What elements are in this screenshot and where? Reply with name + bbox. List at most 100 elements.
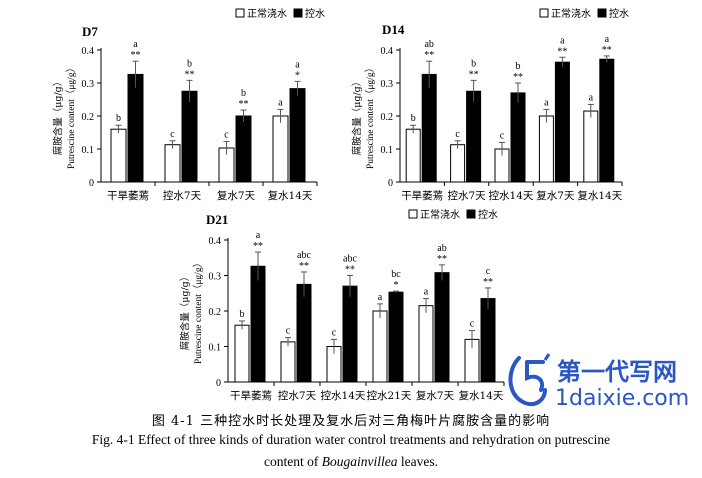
- y-tick-label: 0.1: [381, 145, 394, 156]
- significance-letter: a: [278, 97, 283, 108]
- y-tick-label: 0.4: [209, 236, 222, 247]
- significance-letter: ab: [424, 39, 433, 50]
- significance-letter: b: [116, 113, 121, 124]
- significance-letter: a: [589, 92, 594, 103]
- x-tick-label: 复水7天: [536, 189, 575, 202]
- significance-letter: bc: [391, 269, 401, 280]
- significance-letter: a: [256, 230, 261, 241]
- bar-normal-watering: [272, 115, 289, 183]
- legend-label: 正常浇水: [420, 208, 460, 221]
- legend-label: 控水: [478, 208, 498, 221]
- caption-english-suffix: leaves.: [397, 454, 438, 469]
- significance-stars: **: [239, 99, 249, 110]
- y-tick-label: 0.4: [381, 46, 394, 57]
- bar-water-control: [250, 265, 266, 383]
- bar-normal-watering: [280, 341, 296, 383]
- bar-water-control: [599, 58, 615, 183]
- significance-stars: **: [299, 261, 309, 272]
- bar-normal-watering: [110, 128, 127, 183]
- bar-water-control: [421, 73, 437, 183]
- y-axis-label-cn: 腐胺含量（μg/g）: [179, 272, 191, 351]
- x-tick-label: 控水21天: [367, 389, 412, 402]
- significance-stars: *: [394, 280, 399, 291]
- bar-water-control: [466, 90, 482, 183]
- legend: 正常浇水 控水: [539, 7, 629, 20]
- caption-english-species: Bougainvillea: [321, 454, 398, 469]
- x-tick-label: 控水7天: [278, 389, 317, 402]
- bar-normal-watering: [234, 324, 250, 383]
- significance-letter: c: [500, 130, 505, 141]
- y-axis-label-cn: 腐胺含量（μg/g）: [351, 77, 363, 156]
- significance-letter: b: [241, 88, 246, 99]
- significance-letter: a: [295, 59, 300, 70]
- watermark-symbol-icon: [508, 353, 551, 407]
- significance-letter: c: [455, 129, 460, 140]
- y-tick-label: 0.1: [209, 343, 222, 354]
- x-tick-label: 干旱萎蔫: [107, 189, 149, 202]
- significance-letter: a: [424, 287, 429, 298]
- y-tick-label: 0.2: [381, 112, 394, 123]
- chart-title: D21: [206, 212, 228, 227]
- legend-label: 正常浇水: [247, 7, 287, 20]
- chart-panel-d21: D21 0 0.1 0.2 0.3 0.4 腐胺含量（μg/g） Putrescine con…: [179, 208, 505, 402]
- y-tick-label: 0.3: [82, 79, 95, 90]
- bar-normal-watering: [538, 115, 554, 183]
- significance-letter: b: [471, 58, 476, 69]
- significance-letter: b: [240, 309, 245, 320]
- bar-water-control: [434, 272, 450, 383]
- significance-letter: a: [378, 292, 383, 303]
- significance-letter: a: [133, 39, 138, 50]
- significance-stars: *: [295, 70, 300, 81]
- y-tick-label: 0.3: [381, 79, 394, 90]
- bar-water-control: [510, 92, 526, 183]
- significance-stars: **: [513, 72, 523, 83]
- y-tick-label: 0: [388, 178, 393, 189]
- watermark-logo: 第一代写网 1daixie.com: [508, 353, 689, 410]
- x-tick-label: 控水7天: [448, 189, 487, 202]
- legend-swatch: [597, 8, 607, 18]
- significance-stars: **: [602, 45, 612, 56]
- significance-letter: a: [544, 97, 549, 108]
- x-tick-label: 复水7天: [217, 189, 256, 202]
- bar-water-control: [554, 61, 570, 183]
- significance-letter: c: [332, 327, 337, 338]
- significance-letter: a: [560, 35, 565, 46]
- y-tick-label: 0.4: [82, 46, 95, 57]
- y-tick-label: 0.1: [82, 145, 95, 156]
- x-tick-label: 复水14天: [459, 389, 504, 402]
- chart-panel-d7: D7 0 0.1 0.2 0.3 0.4 腐胺含量（μg/g） Putrescine cont…: [52, 7, 325, 202]
- y-tick-label: 0.3: [209, 272, 222, 283]
- significance-stars: **: [253, 241, 263, 252]
- legend-swatch: [293, 8, 303, 18]
- legend: 正常浇水 控水: [235, 7, 325, 20]
- legend-swatch: [408, 209, 418, 219]
- significance-letter: b: [516, 61, 521, 72]
- significance-letter: c: [470, 319, 475, 330]
- significance-letter: c: [170, 129, 175, 140]
- x-tick-label: 复水7天: [416, 389, 455, 402]
- y-axis-label-en: Putrescine content（μg/g）: [65, 63, 77, 169]
- significance-stars: **: [469, 69, 479, 80]
- significance-stars: **: [483, 277, 493, 288]
- y-axis-label-cn: 腐胺含量（μg/g）: [52, 77, 64, 156]
- bar-normal-watering: [450, 144, 466, 183]
- bar-normal-watering: [405, 128, 421, 183]
- legend-label: 正常浇水: [551, 7, 591, 20]
- bar-water-control: [235, 115, 252, 183]
- y-axis-label-en: Putrescine content（μg/g）: [192, 258, 204, 364]
- x-tick-label: 干旱萎蔫: [401, 189, 443, 202]
- bar-normal-watering: [372, 310, 388, 383]
- x-tick-label: 复水14天: [268, 189, 313, 202]
- significance-letter: abc: [343, 254, 357, 265]
- significance-stars: **: [557, 46, 567, 57]
- bar-water-control: [289, 88, 306, 183]
- significance-stars: **: [345, 265, 355, 276]
- legend-label: 控水: [609, 7, 629, 20]
- x-tick-label: 复水14天: [577, 189, 622, 202]
- significance-letter: b: [187, 58, 192, 69]
- significance-stars: **: [185, 69, 195, 80]
- caption-chinese: 图 4-1 三种控水时长处理及复水后对三角梅叶片腐胺含量的影响: [151, 414, 551, 429]
- y-tick-label: 0.2: [209, 307, 222, 318]
- chart-panel-d14: D14 0 0.1 0.2 0.3 0.4 腐胺含量（μg/g） Putrescine con…: [351, 7, 629, 202]
